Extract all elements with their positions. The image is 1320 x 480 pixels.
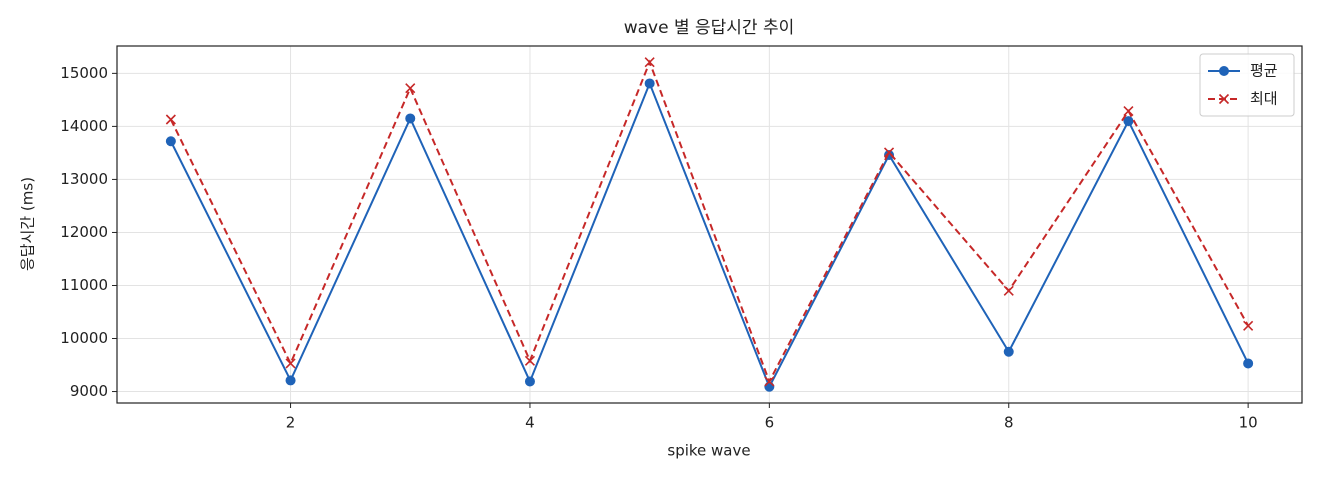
- marker: [285, 375, 296, 386]
- y-tick-label: 15000: [60, 64, 108, 82]
- y-tick-label: 14000: [60, 117, 108, 135]
- x-tick-label: 2: [286, 414, 296, 432]
- marker: [524, 376, 535, 387]
- marker: [165, 136, 176, 147]
- y-tick-label: 11000: [60, 276, 108, 294]
- x-tick-label: 8: [1004, 414, 1014, 432]
- series-line: [169, 80, 1250, 390]
- y-tick-label: 13000: [60, 170, 108, 188]
- legend-box: [1199, 53, 1295, 117]
- marker: [1003, 285, 1014, 296]
- x-tick-label: 10: [1239, 414, 1258, 432]
- marker: [1003, 346, 1014, 357]
- marker: [644, 57, 655, 68]
- axes-frame: [116, 45, 1303, 404]
- marker: [764, 376, 775, 387]
- legend-label: 평균: [1250, 62, 1278, 80]
- chart-title: wave 별 응답시간 추이: [624, 18, 795, 38]
- marker: [524, 355, 536, 366]
- x-tick-label: 4: [525, 414, 535, 432]
- marker: [644, 78, 655, 89]
- marker: [1218, 93, 1230, 105]
- x-tick-label: 6: [765, 414, 775, 432]
- marker: [883, 147, 895, 158]
- marker: [405, 83, 416, 94]
- marker: [1243, 358, 1254, 369]
- marker: [1123, 105, 1134, 117]
- marker: [1123, 116, 1134, 127]
- y-tick-label: 10000: [60, 329, 108, 347]
- marker: [1243, 320, 1254, 331]
- x-axis-label: spike wave: [667, 442, 750, 460]
- plot-area: [165, 57, 1254, 392]
- series-line: [169, 59, 1250, 384]
- y-tick-label: 9000: [70, 382, 108, 400]
- marker: [405, 113, 416, 124]
- y-axis-label: 응답시간 (ms): [19, 177, 37, 271]
- y-tick-label: 12000: [60, 223, 108, 241]
- marker: [165, 114, 176, 125]
- legend-label: 최대: [1250, 90, 1278, 108]
- marker: [285, 358, 296, 369]
- marker: [1219, 66, 1229, 76]
